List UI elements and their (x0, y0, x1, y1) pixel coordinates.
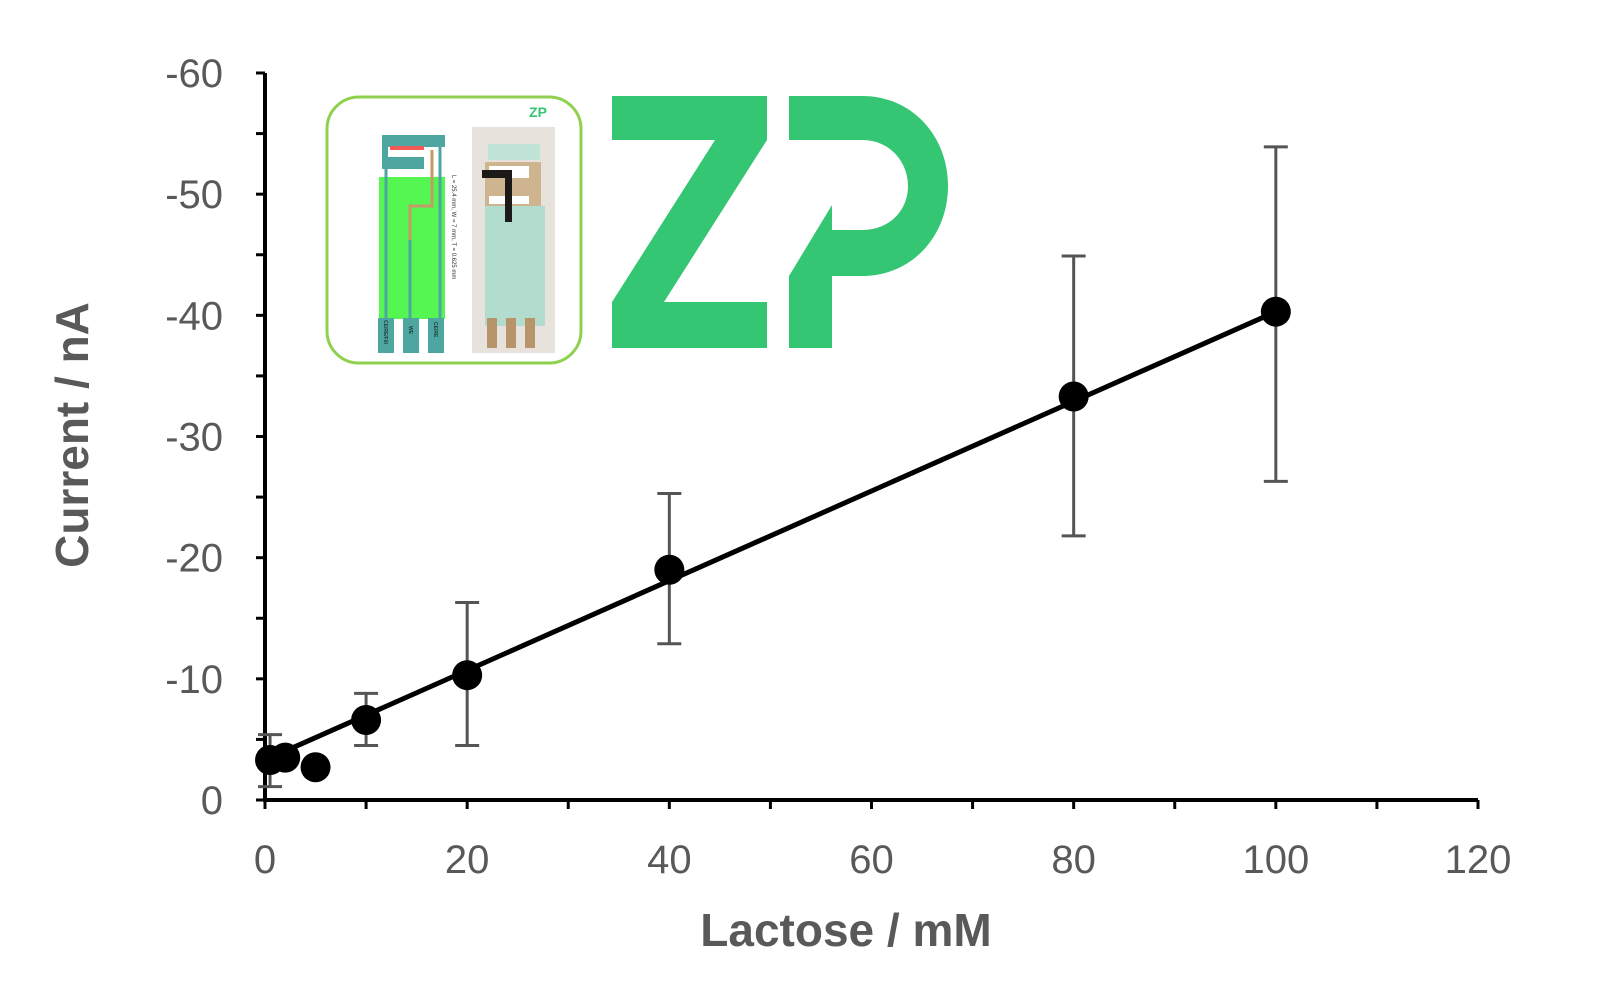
data-points (255, 296, 1291, 783)
data-point (1260, 296, 1291, 327)
pad-label: CE/RE (432, 322, 438, 338)
y-tick-label: -20 (165, 537, 223, 581)
zp-logo (612, 96, 948, 348)
fit-line (284, 309, 1277, 754)
x-tick-label: 120 (1445, 838, 1512, 882)
x-tick-label: 40 (647, 838, 692, 882)
x-tick-label: 20 (445, 838, 490, 882)
y-tick-labels: 0 -10 -20 -30 -40 -50 -60 (165, 52, 223, 823)
logo-letter-z (612, 96, 767, 348)
pad-label: WE (407, 326, 413, 335)
small-logo: ZP (529, 104, 547, 120)
sensor-schematic: L = 25.4 mm, W = 7 mm, T = 0.625 mm CE/R… (378, 135, 456, 353)
y-tick-label: -30 (165, 416, 223, 460)
x-tick-label: 0 (254, 838, 276, 882)
axes (256, 71, 1480, 809)
data-point (452, 660, 483, 691)
y-tick-label: -40 (165, 294, 223, 338)
x-tick-label: 100 (1242, 838, 1309, 882)
data-point (270, 742, 301, 773)
y-tick-label: -60 (165, 52, 223, 96)
y-tick-label: -50 (165, 173, 223, 217)
data-point (1058, 381, 1089, 412)
dimension-text: L = 25.4 mm, W = 7 mm, T = 0.625 mm (450, 175, 456, 279)
x-axis-title: Lactose / mM (700, 904, 991, 956)
fit-line-group (284, 309, 1277, 754)
pad-label: CE/RE/Fill (382, 320, 388, 345)
x-tick-labels: 0 20 40 60 80 100 120 (254, 838, 1512, 882)
data-point (351, 705, 382, 736)
y-tick-label: -10 (165, 658, 223, 702)
data-point (654, 554, 685, 585)
x-tick-label: 60 (849, 838, 894, 882)
logo-letter-p (789, 96, 948, 348)
sensor-inset-image: L = 25.4 mm, W = 7 mm, T = 0.625 mm CE/R… (325, 95, 583, 365)
sensor-photo: ZP (472, 104, 555, 353)
data-point (300, 752, 331, 783)
y-tick-label: 0 (201, 779, 223, 823)
x-tick-label: 80 (1051, 838, 1096, 882)
y-axis-title: Current / nA (46, 302, 98, 568)
